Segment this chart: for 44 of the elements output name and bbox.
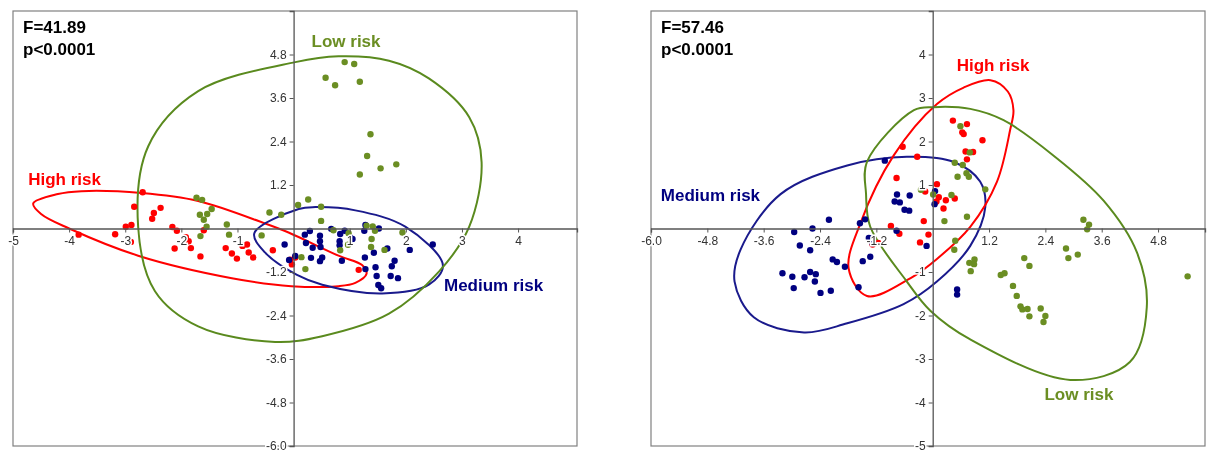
x-tick-label: -3 bbox=[120, 234, 132, 249]
annotation: p<0.0001 bbox=[661, 40, 734, 59]
y-tick-label: -3 bbox=[915, 352, 927, 367]
y-tick-label: 3.6 bbox=[269, 91, 287, 106]
x-tick-label: -6.0 bbox=[641, 234, 663, 249]
x-tick-label: 1 bbox=[346, 234, 354, 249]
y-tick-label: -5 bbox=[915, 439, 927, 454]
text: High risk bbox=[28, 170, 102, 189]
y-tick-label: -3.6 bbox=[265, 352, 287, 367]
x-tick-label: -4.8 bbox=[697, 234, 719, 249]
x-tick-label: -1 bbox=[232, 234, 244, 249]
y-tick-label: -4 bbox=[915, 395, 927, 410]
y-tick-label: 1.2 bbox=[269, 178, 287, 193]
x-tick-label: 4 bbox=[515, 234, 523, 249]
y-tick-label: 4.8 bbox=[269, 47, 287, 62]
y-tick-label: 3 bbox=[919, 91, 927, 106]
annotation: F=57.46 bbox=[661, 18, 724, 37]
x-tick-label: -3.6 bbox=[753, 234, 775, 249]
text: Medium risk bbox=[660, 186, 761, 206]
series-label: Low risk bbox=[311, 31, 382, 51]
annotation: p<0.0001 bbox=[23, 40, 96, 59]
y-tick-label: -4.8 bbox=[265, 395, 287, 410]
y-tick-label: -2 bbox=[915, 308, 927, 323]
x-tick-label: 2 bbox=[402, 234, 410, 249]
x-tick-label: -2.4 bbox=[810, 234, 832, 249]
y-tick-label: 2.4 bbox=[269, 134, 287, 149]
x-tick-label: -5 bbox=[8, 234, 20, 249]
y-tick-label: 4 bbox=[919, 47, 927, 62]
x-tick-label: 4.8 bbox=[1150, 234, 1168, 249]
series-label: Medium risk bbox=[444, 275, 544, 295]
x-tick-label: -1.2 bbox=[866, 234, 888, 249]
y-tick-label: -6.0 bbox=[265, 439, 287, 454]
text: Low risk bbox=[1044, 384, 1114, 404]
x-tick-label: 1.2 bbox=[981, 234, 999, 249]
text: High risk bbox=[956, 56, 1030, 76]
x-tick-label: -2 bbox=[176, 234, 188, 249]
x-tick-label: -4 bbox=[64, 234, 76, 249]
y-tick-label: 1 bbox=[919, 178, 927, 193]
y-tick-label: -2.4 bbox=[265, 308, 287, 323]
y-tick-label: -1.2 bbox=[265, 265, 287, 280]
x-tick-label: 2.4 bbox=[1037, 234, 1055, 249]
y-tick-label: 2 bbox=[919, 134, 927, 149]
x-tick-label: 3.6 bbox=[1093, 234, 1111, 249]
annotation: F=41.89 bbox=[23, 18, 86, 37]
